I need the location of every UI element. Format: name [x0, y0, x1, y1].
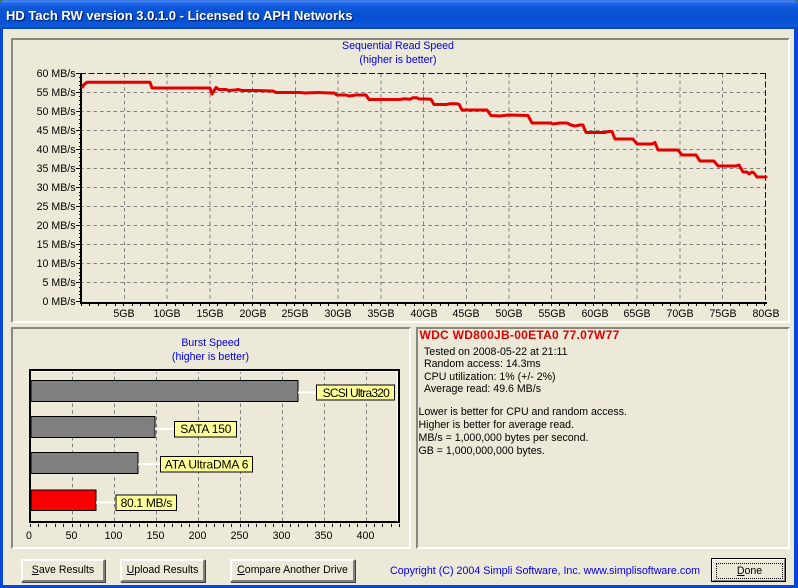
svg-text:60 MB/s: 60 MB/s [37, 68, 76, 80]
svg-text:80.1 MB/s: 80.1 MB/s [121, 496, 173, 510]
svg-text:40GB: 40GB [410, 308, 437, 320]
svg-text:50: 50 [66, 530, 78, 542]
svg-text:55GB: 55GB [538, 308, 565, 320]
svg-text:20GB: 20GB [239, 308, 266, 320]
svg-text:70GB: 70GB [666, 308, 693, 320]
svg-text:400: 400 [357, 530, 375, 542]
svg-text:25GB: 25GB [281, 308, 308, 320]
svg-text:5GB: 5GB [113, 308, 134, 320]
svg-text:60GB: 60GB [581, 308, 608, 320]
svg-text:45GB: 45GB [452, 308, 479, 320]
svg-text:35GB: 35GB [367, 308, 394, 320]
svg-text:350: 350 [315, 530, 333, 542]
svg-text:100: 100 [105, 530, 123, 542]
svg-text:15GB: 15GB [196, 308, 223, 320]
svg-text:50 MB/s: 50 MB/s [37, 106, 76, 118]
svg-text:35 MB/s: 35 MB/s [37, 163, 76, 175]
svg-text:0 MB/s: 0 MB/s [43, 296, 76, 308]
svg-text:10 MB/s: 10 MB/s [37, 258, 76, 270]
svg-text:45 MB/s: 45 MB/s [37, 125, 76, 137]
svg-text:0: 0 [26, 530, 32, 542]
svg-text:5 MB/s: 5 MB/s [43, 277, 76, 289]
svg-text:250: 250 [231, 530, 249, 542]
svg-text:300: 300 [273, 530, 291, 542]
svg-text:75GB: 75GB [709, 308, 736, 320]
svg-text:20 MB/s: 20 MB/s [37, 220, 76, 232]
svg-text:10GB: 10GB [153, 308, 180, 320]
svg-text:150: 150 [147, 530, 165, 542]
svg-text:ATA UltraDMA 6: ATA UltraDMA 6 [165, 457, 249, 471]
svg-text:SCSI Ultra320: SCSI Ultra320 [323, 386, 390, 400]
svg-text:SATA 150: SATA 150 [180, 422, 232, 436]
svg-text:30GB: 30GB [324, 308, 351, 320]
svg-text:30 MB/s: 30 MB/s [37, 182, 76, 194]
svg-text:200: 200 [189, 530, 207, 542]
svg-text:65GB: 65GB [623, 308, 650, 320]
svg-text:15 MB/s: 15 MB/s [37, 239, 76, 251]
svg-text:25 MB/s: 25 MB/s [37, 201, 76, 213]
svg-text:55 MB/s: 55 MB/s [37, 87, 76, 99]
svg-text:80GB: 80GB [752, 308, 779, 320]
svg-text:50GB: 50GB [495, 308, 522, 320]
svg-text:40 MB/s: 40 MB/s [37, 144, 76, 156]
